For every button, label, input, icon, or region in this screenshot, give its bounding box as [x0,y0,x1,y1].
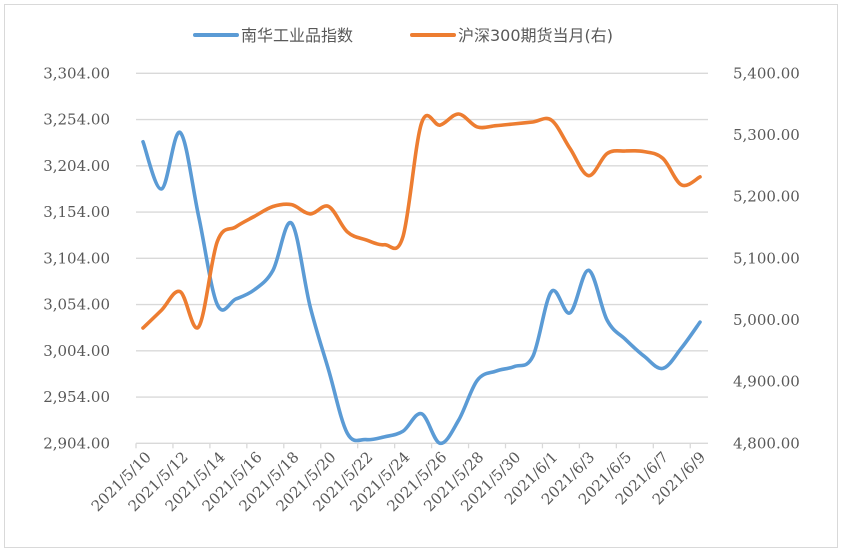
right-y-tick-label: 5,000.00 [733,311,800,329]
left-y-tick-label: 3,304.00 [43,64,110,82]
right-y-axis: 5,400.00 5,300.00 5,200.00 5,100.00 5,000.00… [733,64,800,452]
left-y-tick-label: 3,104.00 [43,249,110,267]
legend-label: 南华工业品指数 [241,26,353,45]
chart-frame [4,4,838,548]
left-y-tick-label: 3,154.00 [43,203,110,221]
csi300-futures-line [141,112,702,330]
left-y-tick-label: 2,904.00 [43,434,110,452]
left-y-tick-label: 3,204.00 [43,157,110,175]
left-y-tick-label: 3,054.00 [43,296,110,314]
left-y-tick-label: 3,004.00 [43,342,110,360]
gridlines [136,72,708,444]
left-y-tick-label: 2,954.00 [43,388,110,406]
legend-label: 沪深300期货当月(右) [458,26,613,45]
right-y-tick-label: 5,400.00 [733,64,800,82]
legend: 南华工业品指数 沪深300期货当月(右) [193,26,613,45]
right-y-tick-label: 5,300.00 [733,126,800,144]
left-y-axis: 3,304.00 3,254.00 3,204.00 3,154.00 3,104.00… [43,64,110,452]
right-y-tick-label: 5,200.00 [733,188,800,206]
right-y-tick-label: 4,900.00 [733,373,800,391]
series-lines [141,112,702,446]
right-y-tick-label: 4,800.00 [733,434,800,452]
left-y-tick-label: 3,254.00 [43,111,110,129]
nanhua-industrial-index-line [141,130,702,446]
right-y-tick-label: 5,100.00 [733,249,800,267]
